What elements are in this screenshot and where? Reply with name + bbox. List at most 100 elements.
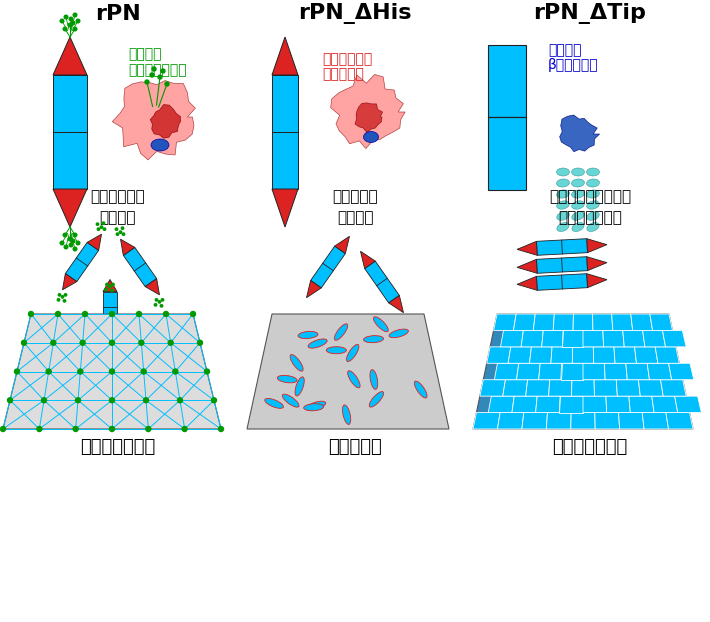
Ellipse shape	[415, 381, 427, 398]
Circle shape	[73, 13, 77, 17]
Polygon shape	[562, 330, 583, 347]
Polygon shape	[331, 75, 405, 149]
Polygon shape	[643, 412, 669, 429]
Ellipse shape	[557, 190, 569, 198]
Circle shape	[76, 19, 80, 23]
Text: 三角形ナノ格子: 三角形ナノ格子	[80, 438, 155, 456]
Ellipse shape	[348, 371, 360, 388]
Bar	[272, 132, 298, 189]
Circle shape	[14, 369, 19, 374]
Ellipse shape	[572, 190, 584, 198]
Polygon shape	[630, 314, 652, 330]
Circle shape	[60, 19, 64, 23]
Polygon shape	[53, 189, 87, 227]
Polygon shape	[65, 243, 99, 282]
Circle shape	[116, 233, 119, 235]
Polygon shape	[533, 314, 555, 330]
Polygon shape	[583, 330, 604, 347]
Circle shape	[190, 312, 195, 317]
Polygon shape	[586, 274, 607, 287]
Polygon shape	[616, 379, 640, 396]
Circle shape	[182, 427, 187, 432]
Text: ファイバー構造: ファイバー構造	[552, 438, 628, 456]
Circle shape	[8, 397, 13, 403]
Polygon shape	[662, 330, 686, 347]
Polygon shape	[247, 314, 449, 429]
Polygon shape	[501, 330, 523, 347]
Polygon shape	[503, 379, 528, 396]
Ellipse shape	[586, 201, 599, 209]
Polygon shape	[626, 363, 650, 379]
Circle shape	[219, 427, 224, 432]
Circle shape	[64, 245, 67, 249]
Circle shape	[154, 304, 157, 306]
Polygon shape	[571, 412, 595, 429]
Text: による覚い: による覚い	[322, 67, 364, 81]
Circle shape	[212, 397, 217, 403]
Circle shape	[111, 322, 113, 325]
Circle shape	[76, 241, 80, 245]
Polygon shape	[572, 347, 594, 363]
Text: βシート末端: βシート末端	[548, 58, 599, 72]
Circle shape	[63, 27, 67, 31]
Polygon shape	[583, 396, 606, 412]
Bar	[53, 75, 87, 132]
Circle shape	[106, 283, 108, 285]
Circle shape	[197, 340, 202, 345]
Circle shape	[143, 397, 148, 403]
Circle shape	[100, 226, 103, 228]
Polygon shape	[669, 363, 694, 379]
Ellipse shape	[373, 317, 388, 332]
Polygon shape	[638, 379, 663, 396]
Ellipse shape	[290, 355, 303, 371]
Polygon shape	[549, 379, 572, 396]
Polygon shape	[355, 103, 383, 132]
Circle shape	[204, 369, 209, 374]
Polygon shape	[3, 314, 221, 429]
Circle shape	[168, 340, 173, 345]
Polygon shape	[604, 363, 628, 379]
Circle shape	[173, 369, 178, 374]
Polygon shape	[535, 396, 560, 412]
Circle shape	[150, 73, 154, 77]
Ellipse shape	[283, 394, 299, 407]
Ellipse shape	[370, 369, 378, 389]
Polygon shape	[103, 292, 117, 322]
Circle shape	[71, 21, 75, 25]
Circle shape	[165, 82, 169, 86]
Polygon shape	[388, 295, 403, 313]
Text: rPN_ΔHis: rPN_ΔHis	[298, 4, 412, 24]
Ellipse shape	[389, 329, 408, 338]
Ellipse shape	[557, 211, 569, 220]
Text: 横並び状態: 横並び状態	[328, 438, 382, 456]
Circle shape	[115, 228, 118, 230]
Circle shape	[109, 397, 114, 403]
Polygon shape	[121, 239, 135, 256]
Circle shape	[78, 369, 83, 374]
Polygon shape	[551, 347, 573, 363]
Ellipse shape	[557, 223, 569, 231]
Circle shape	[109, 427, 114, 432]
Ellipse shape	[304, 404, 324, 411]
Polygon shape	[660, 379, 686, 396]
Circle shape	[105, 323, 107, 326]
Ellipse shape	[342, 405, 351, 424]
Polygon shape	[643, 330, 665, 347]
Circle shape	[41, 397, 46, 403]
Circle shape	[64, 15, 67, 19]
Polygon shape	[593, 314, 613, 330]
Circle shape	[68, 23, 72, 27]
Text: rPN: rPN	[95, 4, 141, 24]
Polygon shape	[480, 379, 506, 396]
Circle shape	[106, 328, 108, 331]
Polygon shape	[493, 314, 516, 330]
Polygon shape	[508, 347, 531, 363]
Polygon shape	[517, 241, 537, 255]
Ellipse shape	[151, 139, 169, 151]
Text: 末端で結合
できない: 末端で結合 できない	[332, 189, 378, 225]
Circle shape	[103, 228, 106, 230]
Ellipse shape	[295, 377, 305, 396]
Ellipse shape	[327, 346, 346, 354]
Circle shape	[1, 427, 6, 432]
Polygon shape	[272, 189, 298, 227]
